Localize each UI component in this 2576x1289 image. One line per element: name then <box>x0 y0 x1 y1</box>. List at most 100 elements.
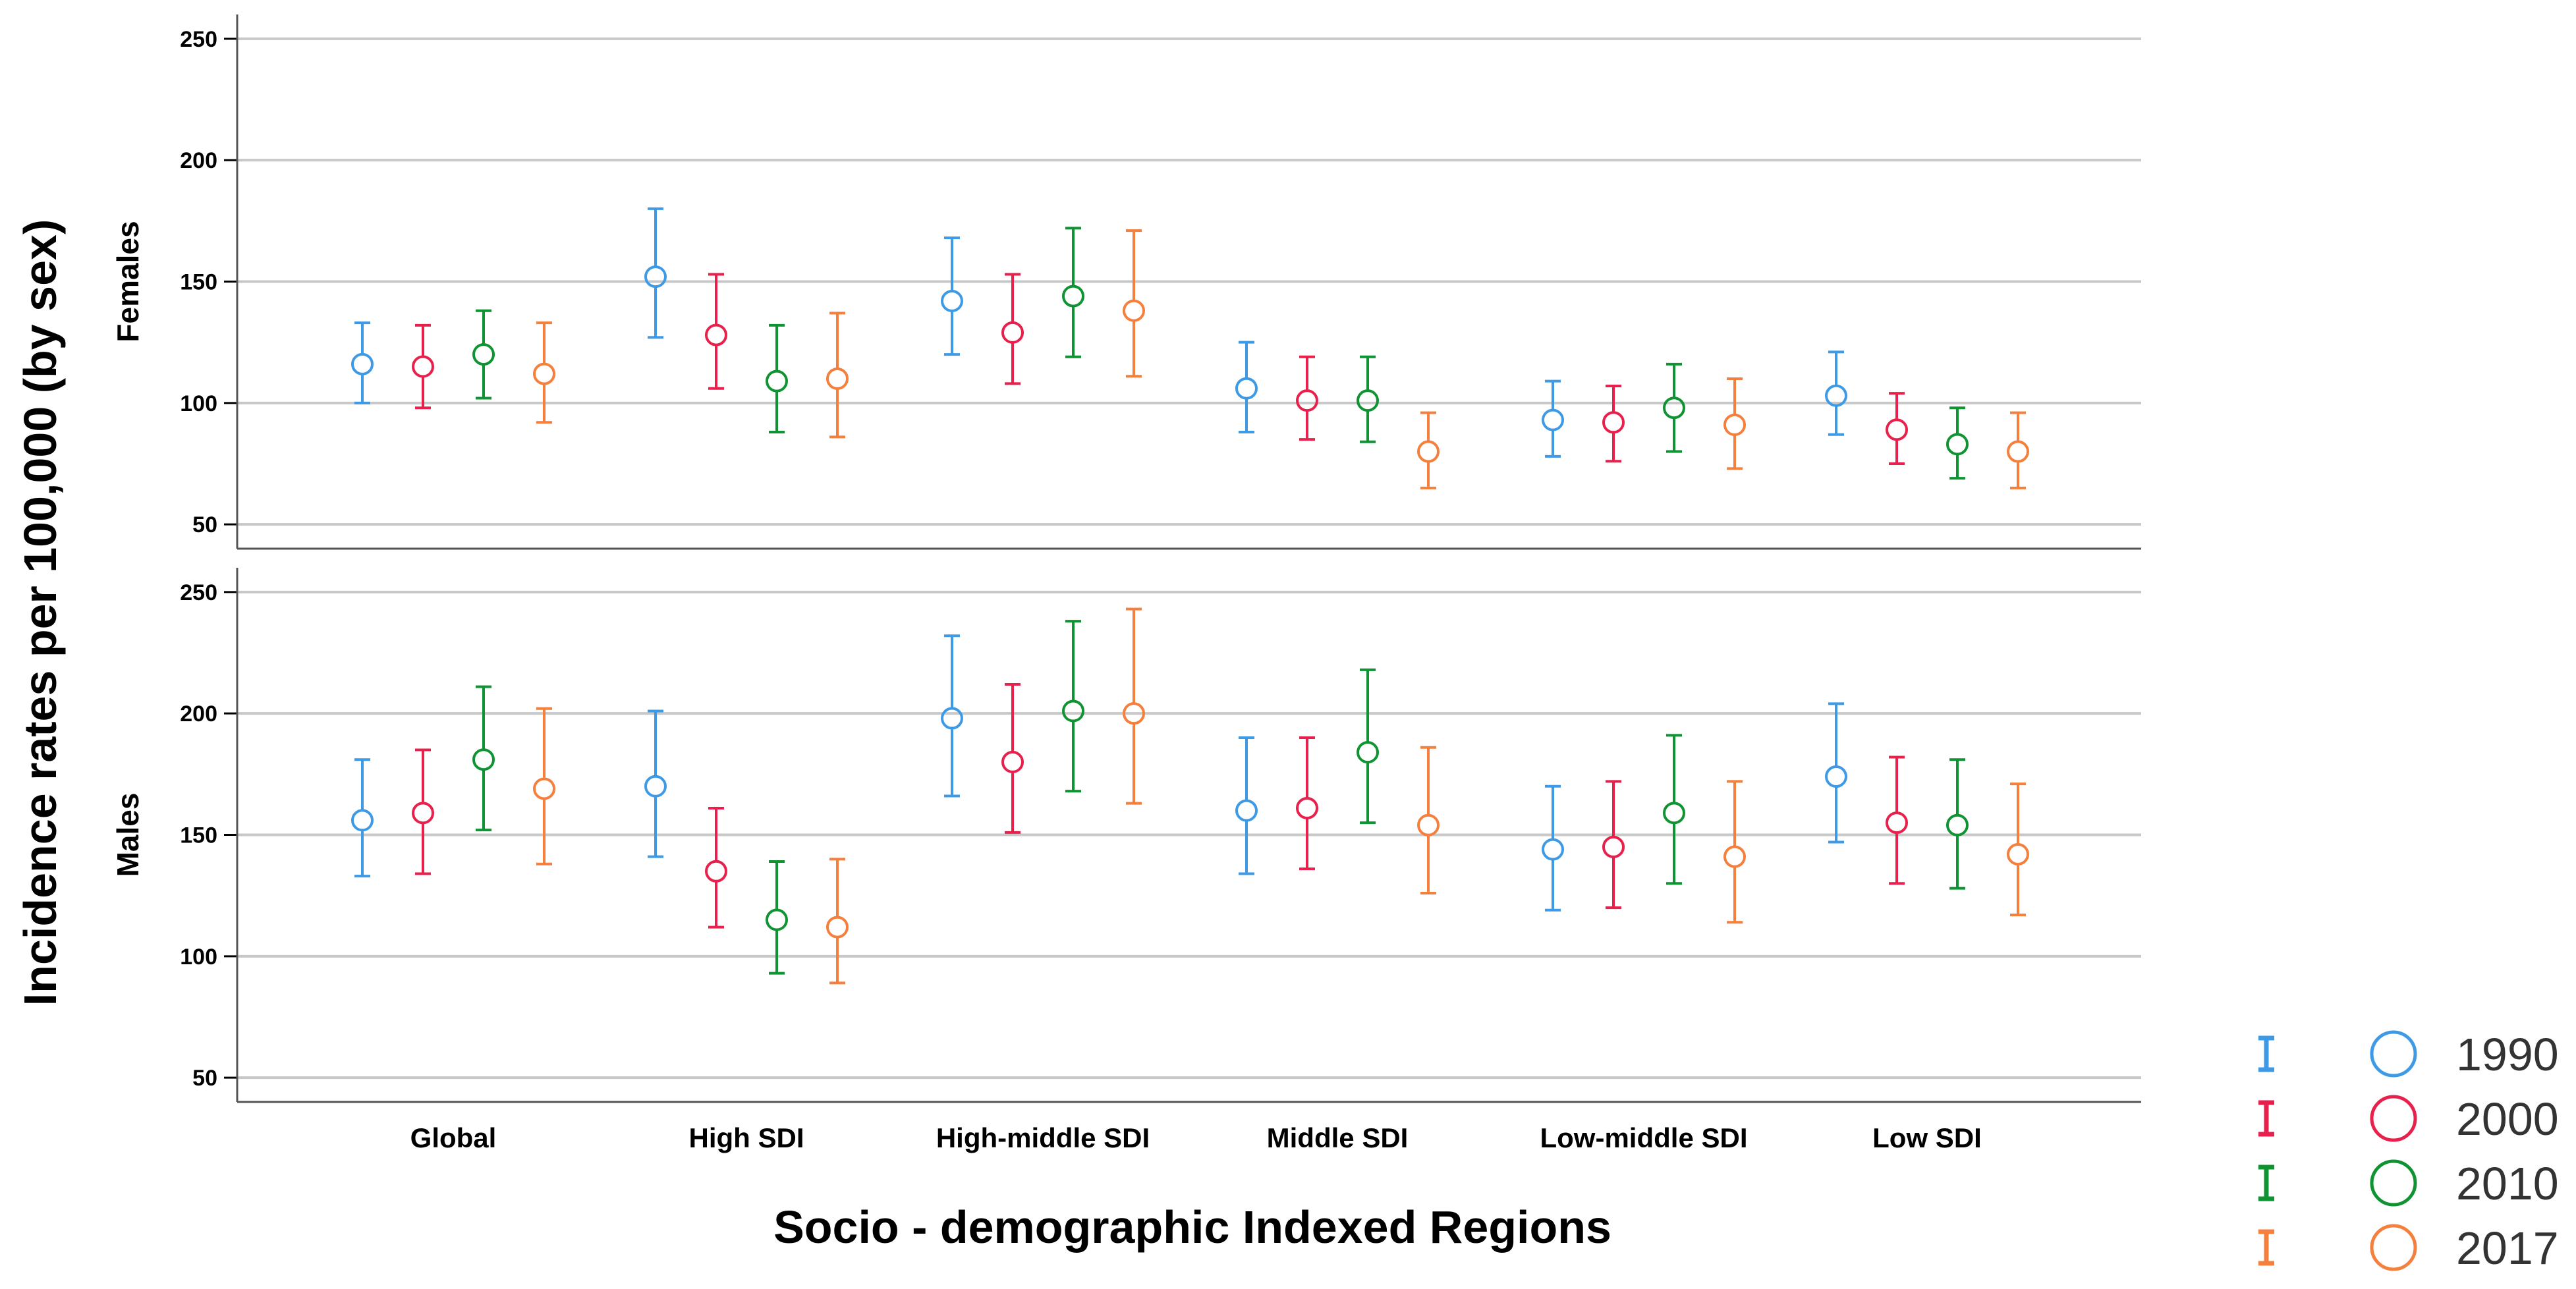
x-tick-label: Low SDI <box>1872 1122 1982 1153</box>
error-bar-1990-middle-sdi <box>1235 341 1258 434</box>
error-bar-2000-low-sdi <box>1886 755 1908 885</box>
error-bar-2010-low-sdi <box>1946 758 1969 890</box>
error-bar-2017-low-middle-sdi <box>1723 780 1746 924</box>
mean-marker <box>2007 842 2029 865</box>
error-bar-2000-low-middle-sdi <box>1602 780 1625 910</box>
error-bar-2010-high-middle-sdi <box>1062 620 1084 793</box>
mean-marker <box>1296 796 1318 819</box>
mean-marker <box>1235 799 1258 822</box>
error-bar-2010-high-sdi <box>766 323 788 434</box>
mean-marker <box>1296 389 1318 412</box>
error-bar-2010-global <box>472 685 495 832</box>
mean-marker <box>1886 811 1908 835</box>
x-tick-label: Low-middle SDI <box>1540 1122 1748 1153</box>
error-bar-2017-high-sdi <box>826 858 849 985</box>
legend-item-2000: 2000 <box>2258 1093 2559 1145</box>
mean-marker <box>412 355 434 378</box>
legend-label: 2010 <box>2456 1158 2559 1209</box>
error-bar-2017-high-middle-sdi <box>1123 607 1145 805</box>
y-axis-title: Incidence rates per 100,000 (by sex) <box>14 219 66 1006</box>
mean-marker <box>1542 838 1564 861</box>
mean-marker <box>705 860 727 883</box>
error-bar-2000-high-middle-sdi <box>1001 273 1024 385</box>
mean-marker <box>412 802 434 825</box>
mean-marker <box>533 777 555 800</box>
error-bar-2017-middle-sdi <box>1417 411 1440 489</box>
mean-marker <box>766 908 788 931</box>
mean-marker <box>705 323 727 346</box>
mean-marker <box>1946 433 1969 456</box>
error-bar-2017-low-sdi <box>2007 411 2029 489</box>
y-tick-label: 50 <box>192 1066 217 1091</box>
legend-marker-icon <box>2370 1159 2417 1207</box>
mean-marker <box>1357 741 1379 764</box>
error-bar-1990-high-middle-sdi <box>941 634 963 798</box>
panel-males: 50 100 150 200 250 Males <box>111 568 2141 1103</box>
error-bar-1990-high-sdi <box>644 709 667 858</box>
error-bar-2017-middle-sdi <box>1417 746 1440 894</box>
x-tick-label: High SDI <box>689 1122 804 1153</box>
mean-marker <box>2007 440 2029 463</box>
error-bar-1990-low-middle-sdi <box>1542 379 1564 458</box>
error-bar-2010-low-middle-sdi <box>1663 734 1685 885</box>
error-bar-2010-global <box>472 309 495 400</box>
error-bar-2017-global <box>533 707 555 865</box>
error-bar-1990-high-sdi <box>644 207 667 339</box>
mean-marker <box>1663 397 1685 420</box>
error-bar-2010-low-middle-sdi <box>1663 362 1685 453</box>
error-bar-2017-global <box>533 321 555 424</box>
error-bar-1990-low-middle-sdi <box>1542 784 1564 912</box>
panel-label: Males <box>111 793 145 877</box>
mean-marker <box>472 748 495 771</box>
x-axis-title: Socio - demographic Indexed Regions <box>773 1201 1611 1253</box>
y-tick-label: 100 <box>180 391 217 416</box>
mean-marker <box>1062 285 1084 308</box>
mean-marker <box>1123 299 1145 322</box>
legend-marker-icon <box>2370 1224 2417 1271</box>
mean-marker <box>1417 813 1440 836</box>
legend: 1990 2000 2010 2017 <box>2258 1029 2559 1274</box>
mean-marker <box>1723 413 1746 436</box>
error-bar-1990-global <box>351 758 374 878</box>
legend-label: 2017 <box>2456 1222 2559 1274</box>
panel-label: Females <box>111 221 145 342</box>
error-bar-2000-low-sdi <box>1886 392 1908 465</box>
error-bar-2000-low-middle-sdi <box>1602 385 1625 463</box>
error-bar-2010-low-sdi <box>1946 406 1969 480</box>
error-bar-2010-middle-sdi <box>1357 355 1379 443</box>
legend-label: 2000 <box>2456 1093 2559 1145</box>
mean-marker <box>941 289 963 312</box>
x-tick-labels: Global High SDI High-middle SDI Middle SDI L… <box>410 1122 1982 1153</box>
panels-layer: 50 100 150 200 250 Females 50 100 150 200 250 Males… <box>111 14 2141 1153</box>
error-bar-2000-middle-sdi <box>1296 355 1318 441</box>
mean-marker <box>644 775 667 798</box>
x-tick-label: Global <box>410 1122 497 1153</box>
mean-marker <box>1663 802 1685 825</box>
error-bar-1990-global <box>351 321 374 404</box>
mean-marker <box>1235 377 1258 400</box>
y-tick-label: 200 <box>180 701 217 727</box>
mean-marker <box>1602 411 1625 434</box>
panel-females: 50 100 150 200 250 Females <box>111 14 2141 550</box>
error-bar-1990-low-sdi <box>1825 702 1847 844</box>
mean-marker <box>826 367 849 390</box>
mean-marker <box>941 707 963 730</box>
error-bar-2010-high-sdi <box>766 860 788 975</box>
mean-marker <box>766 370 788 393</box>
mean-marker <box>351 809 374 832</box>
error-bar-2017-low-middle-sdi <box>1723 377 1746 470</box>
error-bar-1990-middle-sdi <box>1235 736 1258 875</box>
error-bar-1990-low-sdi <box>1825 350 1847 436</box>
error-bar-2000-high-sdi <box>705 806 727 929</box>
error-bar-2017-high-middle-sdi <box>1123 229 1145 378</box>
error-bar-2000-high-middle-sdi <box>1001 682 1024 834</box>
y-tick-label: 100 <box>180 945 217 970</box>
error-bar-2010-high-middle-sdi <box>1062 227 1084 358</box>
mean-marker <box>533 362 555 385</box>
error-bar-2000-middle-sdi <box>1296 736 1318 871</box>
mean-marker <box>1946 813 1969 836</box>
y-tick-label: 200 <box>180 148 217 173</box>
mean-marker <box>826 916 849 939</box>
mean-marker <box>1602 835 1625 858</box>
